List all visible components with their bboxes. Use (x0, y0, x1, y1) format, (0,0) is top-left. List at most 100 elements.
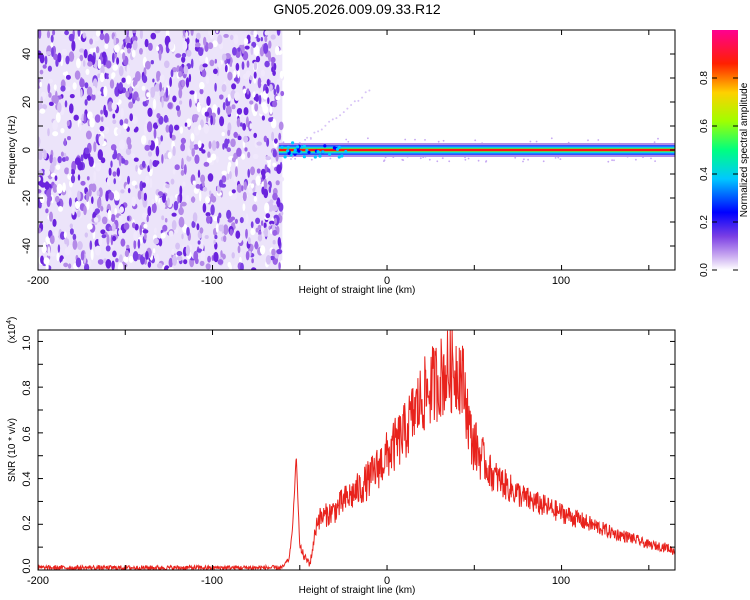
snr-series-line (38, 330, 675, 570)
spectrogram-noise-cell (120, 158, 126, 164)
spectrogram-noise-cell (163, 114, 169, 123)
top-xtick-1: -200 (27, 275, 49, 287)
spectrogram-noise-cell (84, 99, 88, 106)
spectrogram-noise-cell (95, 30, 101, 37)
spectrogram-noise-cell (169, 131, 173, 139)
spectrogram-noise-cell (270, 34, 276, 40)
spectrogram-noise-cell (172, 145, 176, 157)
spectrogram-faint-cell (424, 139, 426, 141)
spectrogram-noise-cell (57, 52, 62, 63)
spectrogram-noise-cell (114, 208, 117, 215)
spectrogram-noise-cell (122, 52, 126, 61)
spectrogram-noise-cell (260, 37, 263, 42)
spectrogram-faint-cell (328, 120, 331, 123)
colorbar-tick-5: 0.8 (699, 71, 710, 85)
spectrogram-noise-cell (185, 30, 188, 39)
spectrogram-noise-cell (206, 157, 213, 163)
spectrogram-noise-cell (172, 95, 177, 103)
spectrogram-noise-cell (279, 70, 284, 79)
spectrogram-noise-cell (276, 84, 280, 94)
spectrogram-noise-cell (47, 65, 53, 72)
spectrogram-noise-cell (150, 32, 157, 40)
bot-ytick-3: 0.4 (21, 471, 33, 486)
spectrogram-noise-cell (196, 102, 201, 113)
spectrogram-noise-cell (110, 214, 116, 222)
spectrogram-noise-cell (193, 187, 199, 194)
spectrogram-faint-cell (310, 158, 313, 161)
spectrogram-noise-cell (202, 63, 208, 68)
spectrogram-noise-cell (141, 160, 146, 168)
spectrogram-noise-cell (168, 257, 173, 268)
spectrogram-noise-cell (243, 135, 249, 143)
spectrogram-noise-cell (141, 96, 147, 102)
spectrogram-noise-cell (155, 145, 160, 157)
spectrogram-noise-cell (53, 95, 59, 105)
spectrogram-noise-cell (52, 218, 57, 227)
spectrogram-faint-cell (320, 128, 323, 131)
spectrogram-noise-cell (190, 196, 196, 203)
spectrogram-noise-cell (56, 252, 60, 262)
spectrogram-noise-cell (95, 162, 102, 172)
spectrogram-noise-cell (244, 147, 248, 152)
spectrogram-noise-cell (100, 205, 104, 212)
spectrogram-noise-cell (242, 123, 247, 131)
spectrogram-noise-cell (147, 165, 151, 173)
spectrogram-noise-cell (62, 182, 66, 193)
spectrogram-noise-cell (104, 110, 108, 118)
spectrogram-noise-cell (196, 32, 201, 40)
spectrogram-noise-cell (222, 143, 225, 150)
spectrogram-noise-cell (245, 228, 248, 239)
spectrogram-noise-cell (143, 123, 148, 135)
spectrogram-faint-cell (350, 104, 353, 106)
spectrogram-noise-cell (201, 69, 207, 78)
spectrogram-noise-cell (95, 46, 100, 54)
spectrogram-faint-cell (441, 157, 444, 160)
spectrogram-noise-cell (269, 106, 273, 115)
spectrogram-noise-cell (125, 75, 132, 85)
spectrogram-noise-cell (210, 33, 215, 40)
spectrogram-noise-cell (141, 135, 147, 145)
spectrogram-noise-cell (88, 187, 92, 197)
spectrogram-noise-cell (204, 111, 210, 117)
spectrogram-noise-cell (162, 224, 168, 232)
spectrogram-noise-cell (164, 60, 170, 69)
spectrogram-noise-cell (272, 70, 276, 76)
bot-ytick-6: 1.0 (21, 335, 33, 350)
spectrogram-noise-cell (193, 114, 199, 119)
spectrogram-noise-cell (120, 238, 126, 247)
spectrogram-noise-cell (145, 250, 149, 260)
spectrogram-noise-cell (241, 185, 244, 192)
signal-onset-cell (323, 144, 327, 148)
spectrogram-faint-cell (554, 157, 557, 159)
spectrogram-noise-cell (266, 78, 270, 87)
spectrogram-noise-cell (268, 186, 272, 194)
spectrogram-noise-cell (168, 230, 174, 237)
spectrogram-noise-cell (68, 166, 72, 176)
spectrogram-noise-cell (100, 116, 104, 123)
spectrogram-noise-cell (254, 241, 259, 250)
spectrogram-noise-cell (156, 113, 161, 119)
spectrogram-noise-cell (276, 248, 283, 255)
spectrogram-faint-cell (522, 160, 524, 163)
colorbar-ticks (712, 77, 738, 271)
spectrogram-noise-cell (119, 254, 123, 263)
spectrogram-noise-cell (267, 202, 274, 212)
spectrogram-noise-cell (105, 259, 112, 269)
spectrogram-noise-cell (143, 223, 148, 229)
spectrogram-noise-cell (40, 96, 43, 104)
spectrogram-noise-cell (52, 30, 56, 36)
spectrogram-noise-cell (126, 244, 130, 249)
bot-ytick-4: 0.6 (21, 426, 33, 441)
bot-xtick-3: 0 (384, 575, 390, 587)
spectrogram-noise-cell (121, 77, 126, 83)
spectrogram-noise-cell (68, 33, 75, 42)
spectrogram-noise-cell (118, 262, 124, 270)
spectrogram-faint-cell (361, 96, 364, 99)
spectrogram-noise-cell (144, 144, 151, 151)
spectrogram-noise-cell (221, 224, 224, 234)
spectrogram-noise-cell (246, 60, 250, 68)
spectrogram-noise-cell (213, 251, 219, 263)
spectrogram-faint-cell (557, 156, 560, 159)
spectrogram-faint-cell (657, 137, 659, 140)
spectrogram-noise-cell (135, 184, 138, 189)
